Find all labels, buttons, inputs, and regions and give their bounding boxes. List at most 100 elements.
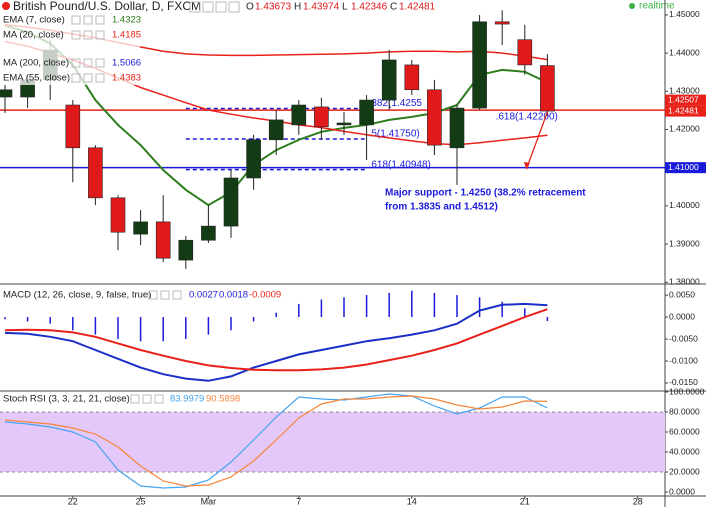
- candle-body: [336, 122, 352, 126]
- status: realtime: [639, 1, 675, 12]
- y-tick-label: 1.44000: [669, 47, 700, 57]
- legend-label: EMA (55, close): [3, 73, 70, 84]
- y-tick-label: 80.0000: [669, 406, 700, 416]
- legend-icon: [71, 30, 81, 40]
- candle-body: [517, 39, 533, 66]
- candle-body: [133, 221, 148, 235]
- stoch-line: [4, 393, 548, 489]
- legend-value: 0.0027: [189, 290, 218, 301]
- quote-label: L: [342, 2, 348, 13]
- x-tick-label: 14: [407, 496, 417, 506]
- legend-icon: [83, 15, 93, 25]
- candle-body: [88, 147, 103, 199]
- legend-value: 0.0018: [219, 290, 248, 301]
- y-tick-label: 0.0050: [669, 289, 695, 299]
- annotation: Major support - 1.4250 (38.2% retracemen…: [385, 188, 586, 199]
- legend-value: 1.4323: [112, 15, 141, 26]
- price-tag-label: 1.42507: [668, 94, 699, 104]
- panel-title: MACD (12, 26, close, 9, false, true): [3, 290, 151, 301]
- y-tick-label: 1.40000: [669, 200, 700, 210]
- y-tick-label: 40.0000: [669, 446, 700, 456]
- legend-icon: [95, 15, 105, 25]
- candle-body: [201, 225, 216, 241]
- fib-label: .5(1.41750): [369, 129, 420, 140]
- candle-body: [404, 64, 420, 91]
- candle-body: [427, 89, 442, 146]
- legend-value: 1.4383: [112, 73, 141, 84]
- signal-line: [4, 308, 548, 372]
- legend-label: EMA (7, close): [3, 15, 65, 26]
- candle-body: [268, 119, 284, 141]
- y-tick-label: 1.38000: [669, 276, 700, 286]
- quote-value: 1.42481: [399, 2, 436, 13]
- arrow: [526, 111, 549, 169]
- x-tick-label: 7: [296, 496, 301, 506]
- candle-body: [178, 239, 194, 261]
- candle-body: [494, 21, 510, 25]
- legend-icon: [95, 58, 105, 68]
- y-tick-label: 1.45000: [669, 9, 700, 19]
- quote-value: 1.42346: [351, 2, 388, 13]
- quote-value: 1.43673: [255, 2, 292, 13]
- legend-icon: [71, 73, 81, 83]
- legend-icon: [154, 394, 164, 404]
- stoch-line: [4, 395, 548, 487]
- y-tick-label: -0.0050: [669, 333, 698, 343]
- legend-icon: [95, 73, 105, 83]
- y-tick-label: 100.0000: [669, 386, 705, 396]
- y-tick-label: 1.43000: [669, 86, 700, 96]
- candle-body: [65, 104, 81, 149]
- quote-label: O: [246, 2, 254, 13]
- quote-label: H: [294, 2, 301, 13]
- candle-body: [359, 99, 374, 126]
- legend-icon: [83, 30, 93, 40]
- legend-value: 90.5898: [206, 394, 240, 405]
- legend-label: MA (20, close): [3, 30, 64, 41]
- y-tick-label: 1.42000: [669, 124, 700, 134]
- candle-body: [0, 89, 13, 98]
- candle-body: [449, 107, 465, 149]
- legend-icon: [83, 58, 93, 68]
- legend-icon: [130, 394, 140, 404]
- candle-body: [223, 177, 239, 227]
- candle-body: [110, 197, 126, 233]
- logo: [2, 2, 10, 10]
- header-icons: [189, 1, 240, 13]
- y-tick-label: 20.0000: [669, 466, 700, 476]
- legend-icon: [71, 58, 81, 68]
- legend-value: 1.5066: [112, 58, 141, 69]
- quote-value: 1.43974: [303, 2, 340, 13]
- price-tag: [665, 162, 706, 174]
- price-tag-label: 1.41000: [668, 162, 699, 172]
- legend-label: MA (200, close): [3, 58, 69, 69]
- legend-background: [0, 13, 140, 85]
- fib-label: .382(1.4255: [369, 98, 423, 109]
- candle-body: [291, 104, 307, 126]
- candle-body: [155, 221, 171, 259]
- x-tick-label: 22: [68, 496, 78, 506]
- candle-body: [472, 21, 487, 109]
- legend-icon: [95, 30, 105, 40]
- legend-icon: [142, 394, 152, 404]
- y-tick-label: 0.0000: [669, 311, 695, 321]
- price-tag: [665, 105, 706, 117]
- x-tick-label: 28: [633, 496, 643, 506]
- status-dot: [629, 3, 635, 9]
- y-tick-label: 0.0000: [669, 486, 695, 496]
- x-tick-label: 25: [136, 496, 146, 506]
- y-tick-label: -0.0150: [669, 377, 698, 387]
- candle-body: [314, 106, 329, 128]
- candle-body: [246, 139, 261, 179]
- price-tag: [665, 94, 706, 106]
- arrow-head: [523, 162, 530, 170]
- x-tick-label: Mar: [201, 496, 217, 506]
- legend-value: 1.4185: [112, 30, 141, 41]
- panel-title: Stoch RSI (3, 3, 21, 21, close): [3, 394, 130, 405]
- x-tick-label: 21: [520, 496, 530, 506]
- fib-label: .618(1.40948): [369, 159, 431, 170]
- band: [0, 412, 665, 472]
- legend-icon: [148, 290, 158, 300]
- price-tag-label: 1.42481: [668, 105, 699, 115]
- legend-icon: [160, 290, 170, 300]
